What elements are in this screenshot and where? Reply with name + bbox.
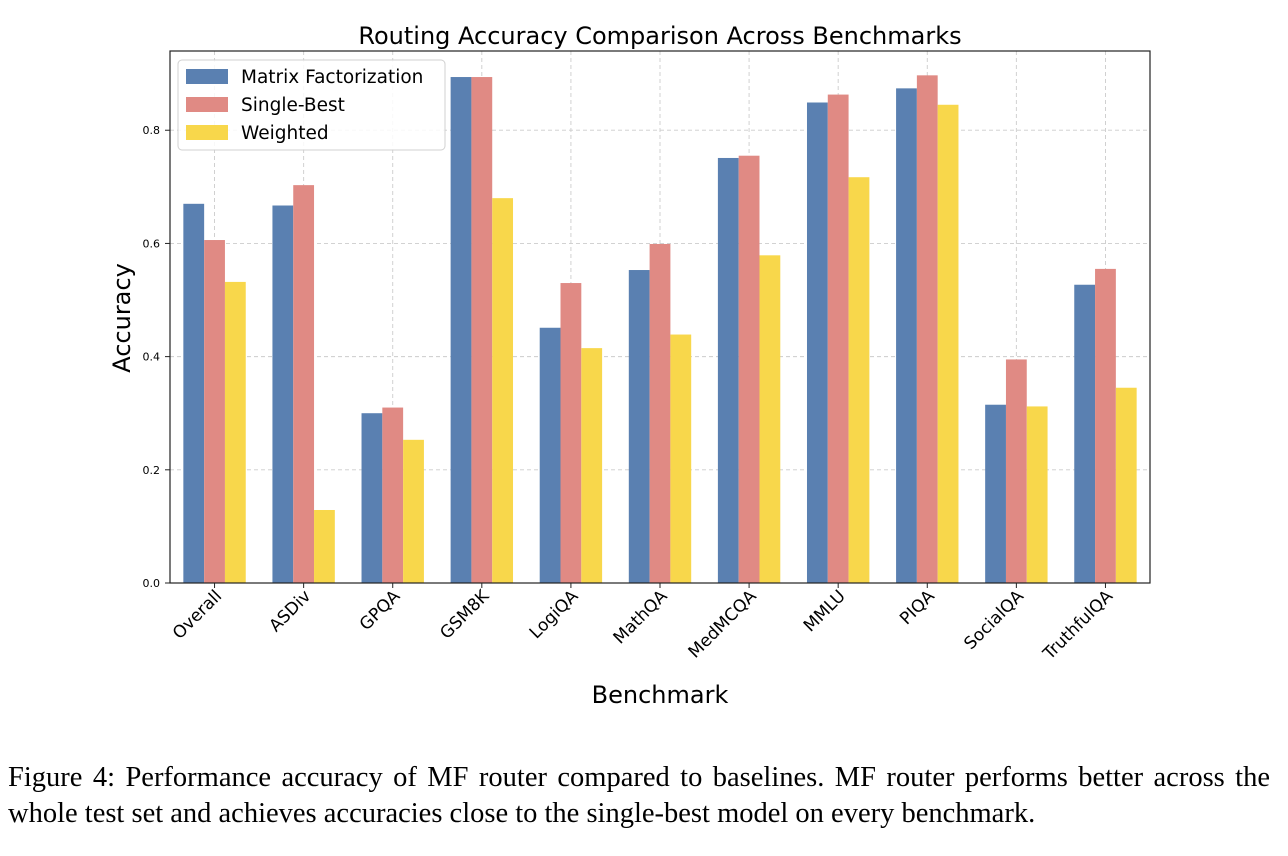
bar-matrix-factorization-socialqa bbox=[985, 404, 1006, 583]
bar-single-best-piqa bbox=[916, 75, 938, 583]
bars bbox=[183, 75, 1137, 584]
bar-chart: 0.0 0.2 0.4 0.6 0.8 Overall ASDiv GPQA GSM8K Log… bbox=[108, 22, 1151, 709]
bar-matrix-factorization-mathqa bbox=[628, 270, 650, 583]
x-tick-label: PIQA bbox=[896, 586, 939, 629]
x-tick-label: Overall bbox=[169, 586, 226, 643]
x-tick-label: MedMCQA bbox=[685, 586, 761, 662]
legend-label: Matrix Factorization bbox=[241, 67, 423, 88]
x-axis: Overall ASDiv GPQA GSM8K LogiQA MathQA MedMCQA… bbox=[169, 583, 1117, 665]
bar-weighted-truthfulqa bbox=[1115, 387, 1137, 583]
bar-single-best-medmcqa bbox=[738, 155, 760, 583]
x-tick-label: GSM8K bbox=[436, 586, 494, 644]
x-tick-label: GPQA bbox=[356, 586, 405, 635]
bar-single-best-gpqa bbox=[382, 407, 404, 583]
x-tick-label: TruthfulQA bbox=[1039, 586, 1117, 664]
x-tick-label: SocialQA bbox=[960, 586, 1028, 654]
bar-matrix-factorization-asdiv bbox=[272, 205, 294, 583]
legend-swatch bbox=[186, 125, 228, 140]
bar-weighted-medmcqa bbox=[759, 255, 781, 583]
bar-single-best-gsm8k bbox=[471, 77, 493, 583]
bar-matrix-factorization-logiqa bbox=[539, 327, 561, 583]
bar-matrix-factorization-overall bbox=[183, 203, 205, 583]
x-tick-label: ASDiv bbox=[265, 586, 315, 636]
bar-weighted-piqa bbox=[937, 104, 959, 583]
bar-single-best-socialqa bbox=[1005, 359, 1027, 583]
bar-single-best-mathqa bbox=[649, 243, 671, 583]
legend-label: Weighted bbox=[241, 123, 329, 144]
x-tick-label: MMLU bbox=[800, 586, 850, 636]
bar-matrix-factorization-mmlu bbox=[806, 102, 828, 583]
bar-single-best-mmlu bbox=[827, 94, 849, 583]
bar-weighted-overall bbox=[224, 281, 246, 583]
bar-weighted-socialqa bbox=[1026, 406, 1048, 583]
bar-single-best-logiqa bbox=[560, 283, 582, 583]
bar-weighted-mathqa bbox=[670, 334, 692, 583]
legend: Matrix Factorization Single-Best Weighted bbox=[177, 59, 446, 151]
bar-matrix-factorization-gsm8k bbox=[450, 77, 472, 583]
bar-matrix-factorization-medmcqa bbox=[717, 157, 739, 584]
x-tick-label: LogiQA bbox=[526, 586, 583, 643]
bar-single-best-truthfulqa bbox=[1095, 268, 1116, 583]
bar-matrix-factorization-piqa bbox=[896, 88, 917, 583]
y-tick-label: 0.4 bbox=[143, 351, 161, 364]
bar-weighted-gpqa bbox=[403, 439, 424, 583]
bar-single-best-overall bbox=[204, 240, 225, 583]
bar-matrix-factorization-gpqa bbox=[361, 413, 383, 583]
legend-box bbox=[177, 59, 446, 151]
legend-label: Single-Best bbox=[241, 95, 345, 116]
y-tick-label: 0.6 bbox=[143, 237, 161, 250]
bar-weighted-mmlu bbox=[848, 177, 870, 584]
y-tick-label: 0.8 bbox=[143, 124, 161, 137]
figure-caption: Figure 4: Performance accuracy of MF rou… bbox=[8, 762, 1270, 829]
bar-weighted-logiqa bbox=[581, 348, 603, 583]
y-axis: 0.0 0.2 0.4 0.6 0.8 bbox=[143, 124, 170, 590]
legend-swatch bbox=[186, 69, 228, 84]
bar-matrix-factorization-truthfulqa bbox=[1074, 284, 1096, 583]
bar-weighted-asdiv bbox=[314, 509, 335, 583]
x-tick-label: MathQA bbox=[610, 586, 672, 648]
legend-swatch bbox=[186, 97, 228, 112]
y-tick-label: 0.0 bbox=[143, 577, 161, 590]
bar-weighted-gsm8k bbox=[492, 198, 514, 584]
chart-title: Routing Accuracy Comparison Across Bench… bbox=[358, 22, 961, 50]
y-tick-label: 0.2 bbox=[143, 464, 161, 477]
x-axis-label: Benchmark bbox=[592, 681, 729, 709]
bar-single-best-asdiv bbox=[293, 185, 315, 584]
y-axis-label: Accuracy bbox=[108, 263, 136, 373]
